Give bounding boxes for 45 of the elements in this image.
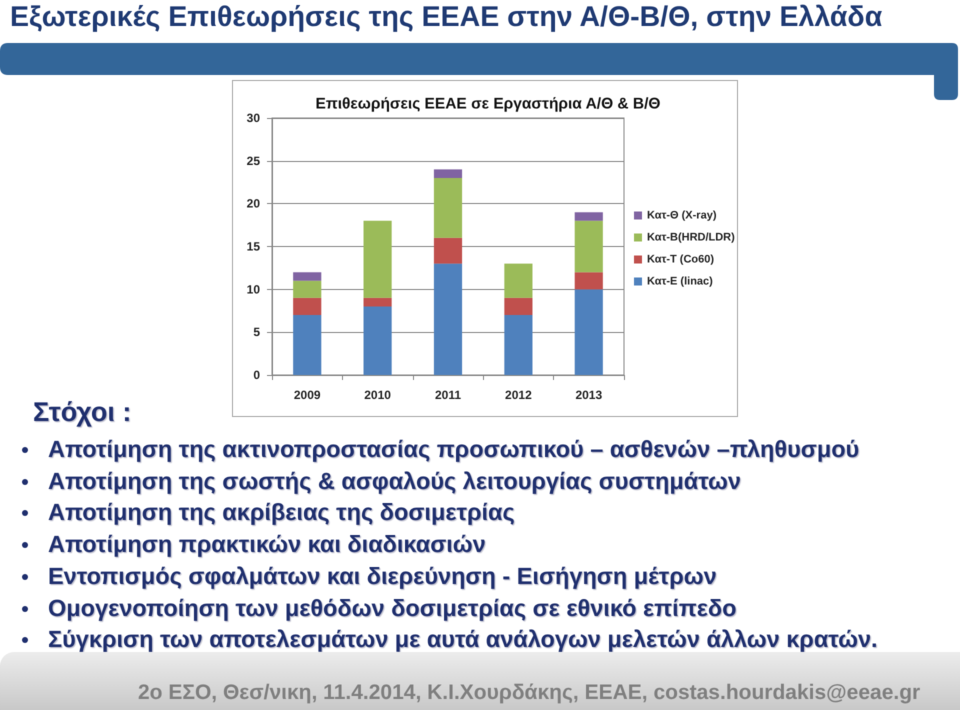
text: Σύγκριση των αποτελεσμάτων με αυτά ανάλογων μελετών άλλων κρατών. xyxy=(48,626,878,652)
bar xyxy=(504,315,532,375)
bar xyxy=(434,264,462,375)
y-tick-label: 20 xyxy=(246,196,260,211)
text: Αποτίμηση της σωστής & ασφαλούς λειτουργίας συστημάτων xyxy=(48,468,741,494)
bar xyxy=(434,178,462,238)
bar xyxy=(434,238,462,264)
bar xyxy=(574,220,603,272)
chart-title: Εξωτερικές Επιθεωρήσεις της ΕΕΑΕ στην Α/Θ-Β/Θ, στην Ελλάδα xyxy=(10,0,882,35)
x-tick-label: 2013 xyxy=(575,388,602,402)
legend-label: Κατ-Β(HRD/LDR) xyxy=(647,232,736,244)
legend-label: Κατ-Τ (Co60) xyxy=(647,254,714,266)
bar xyxy=(293,272,322,281)
x-tick-label: 2011 xyxy=(434,388,462,402)
bar xyxy=(293,298,322,316)
bar xyxy=(364,220,392,298)
text: Ομογενοποίηση των μεθόδων δοσιμετρίας σε εθνικό επίπεδο xyxy=(48,594,736,621)
bar xyxy=(504,298,532,316)
bar xyxy=(574,272,603,290)
legend-label: Κατ-Ε (linac) xyxy=(647,276,714,288)
text: Αποτίμηση της ακτινοπροστασίας προσωπικού – ασθενών –πληθυσμού xyxy=(48,436,860,462)
bar xyxy=(504,264,532,298)
legend-label: Κατ-Θ (X-ray) xyxy=(647,210,717,222)
bar xyxy=(364,306,392,375)
y-tick-label: 5 xyxy=(253,325,260,340)
y-tick-label: 25 xyxy=(246,154,260,168)
x-tick-label: 2010 xyxy=(364,388,392,402)
bar xyxy=(364,298,392,306)
text: 2ο ΕΣΟ, Θεσ/νικη, 11.4.2014, Κ.Ι.Χουρδάκης, ΕΕΑΕ, costas.hourdakis@eeae.gr xyxy=(138,680,920,706)
text: Αποτίμηση της ακρίβειας της δοσιμετρίας xyxy=(48,499,515,526)
bar xyxy=(293,280,322,298)
bar xyxy=(293,315,322,375)
y-tick-label: 10 xyxy=(246,282,260,296)
text: Αποτίμηση πρακτικών και διαδικασιών xyxy=(48,531,486,558)
x-tick-label: 2012 xyxy=(505,388,532,402)
x-tick-label: 2009 xyxy=(294,388,321,402)
y-tick-label: 15 xyxy=(246,240,260,254)
bar xyxy=(574,289,603,375)
text: Στόχοι : xyxy=(33,396,132,429)
bar xyxy=(574,212,603,221)
chart-subtitle: Επιθεωρήσεις ΕΕΑΕ σε Εργαστήρια Α/Θ & Β/Θ xyxy=(316,96,660,112)
text: Εντοπισμός σφαλμάτων και διερεύνηση - Εισήγηση μέτρων xyxy=(48,562,717,589)
y-tick-label: 0 xyxy=(253,368,260,382)
bar xyxy=(434,169,462,178)
y-tick-label: 30 xyxy=(246,111,260,125)
